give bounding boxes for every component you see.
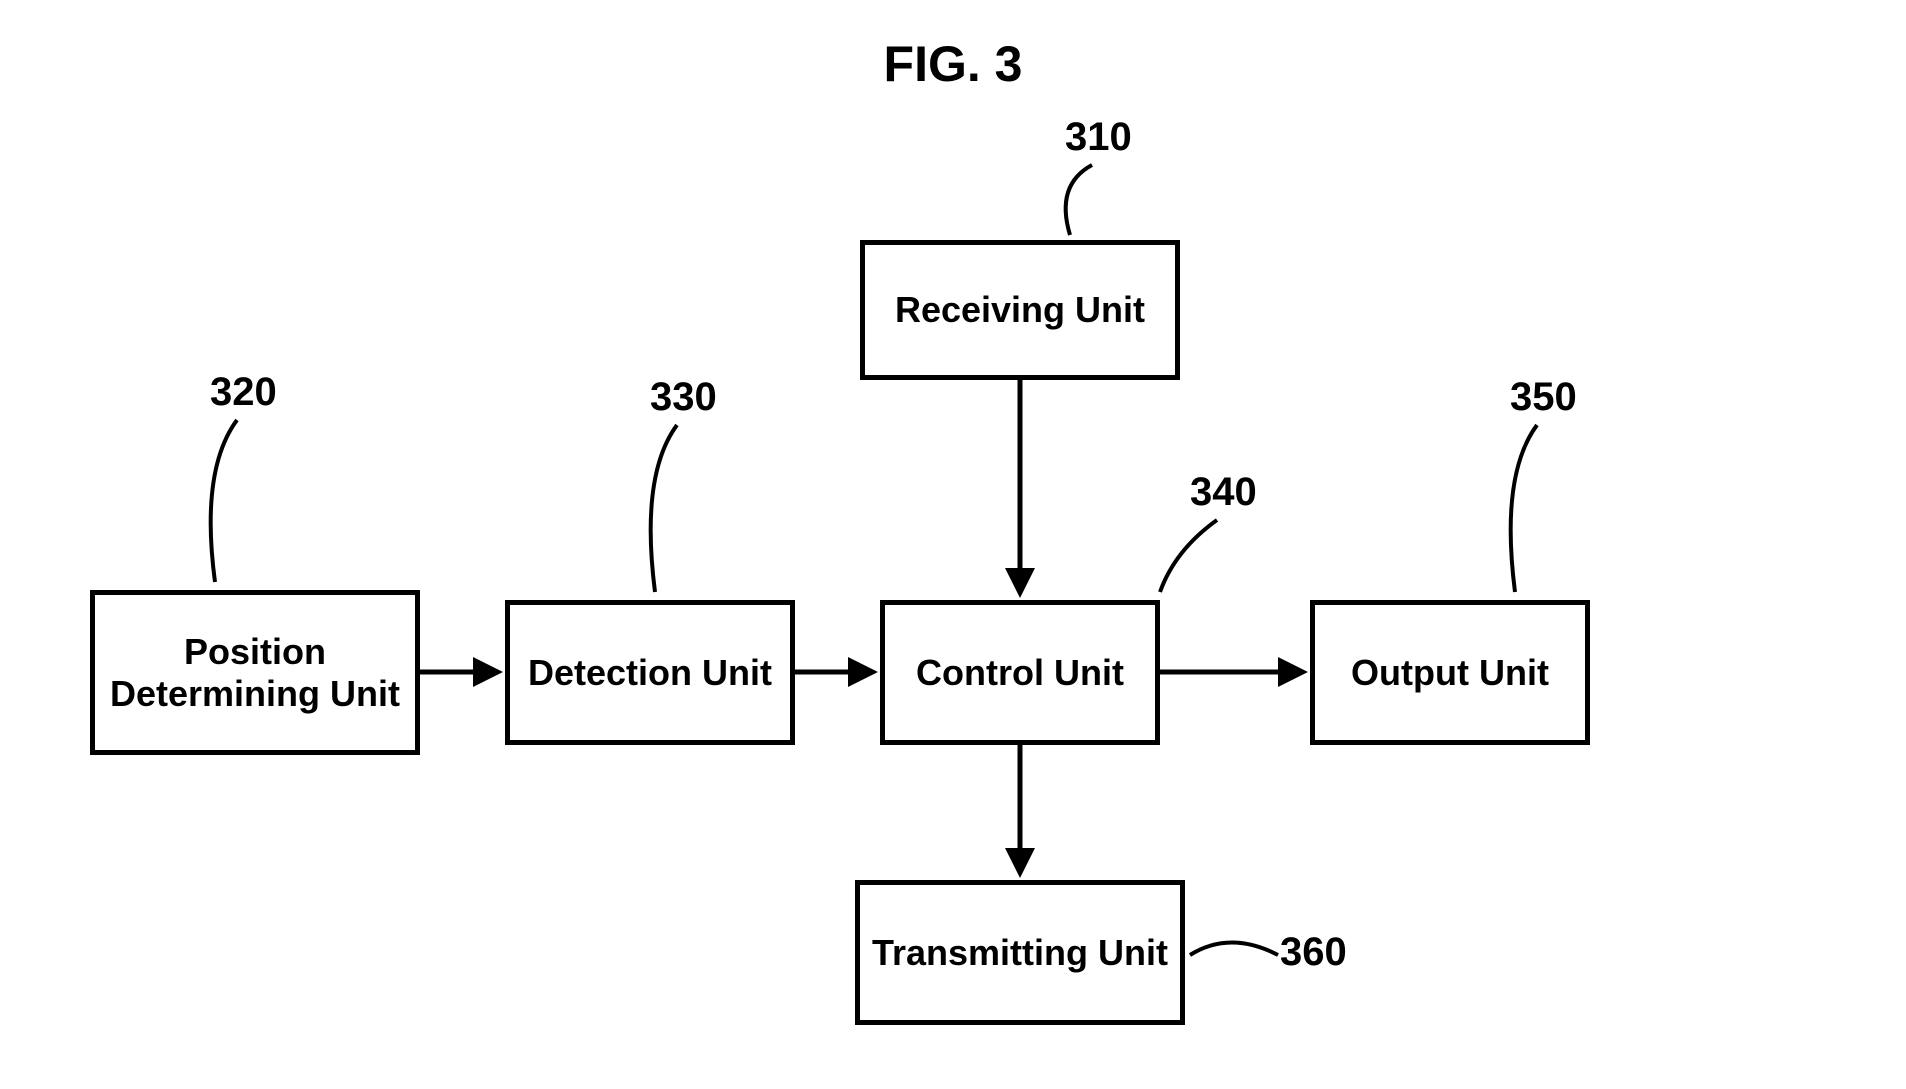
node-transmitting-label: Transmitting Unit: [872, 932, 1168, 973]
ref-360: 360: [1280, 930, 1347, 975]
ref-350: 350: [1510, 375, 1577, 420]
node-transmitting: Transmitting Unit: [855, 880, 1185, 1025]
node-receiving-label: Receiving Unit: [895, 289, 1145, 330]
figure-title: FIG. 3: [884, 35, 1023, 93]
node-detection-label: Detection Unit: [528, 652, 772, 693]
ref-320: 320: [210, 370, 277, 415]
node-receiving: Receiving Unit: [860, 240, 1180, 380]
node-output: Output Unit: [1310, 600, 1590, 745]
ref-340: 340: [1190, 470, 1257, 515]
node-control: Control Unit: [880, 600, 1160, 745]
node-detection: Detection Unit: [505, 600, 795, 745]
ref-330: 330: [650, 375, 717, 420]
node-position: PositionDetermining Unit: [90, 590, 420, 755]
node-output-label: Output Unit: [1351, 652, 1549, 693]
ref-310: 310: [1065, 115, 1132, 160]
node-control-label: Control Unit: [916, 652, 1124, 693]
node-position-label: PositionDetermining Unit: [110, 631, 400, 714]
